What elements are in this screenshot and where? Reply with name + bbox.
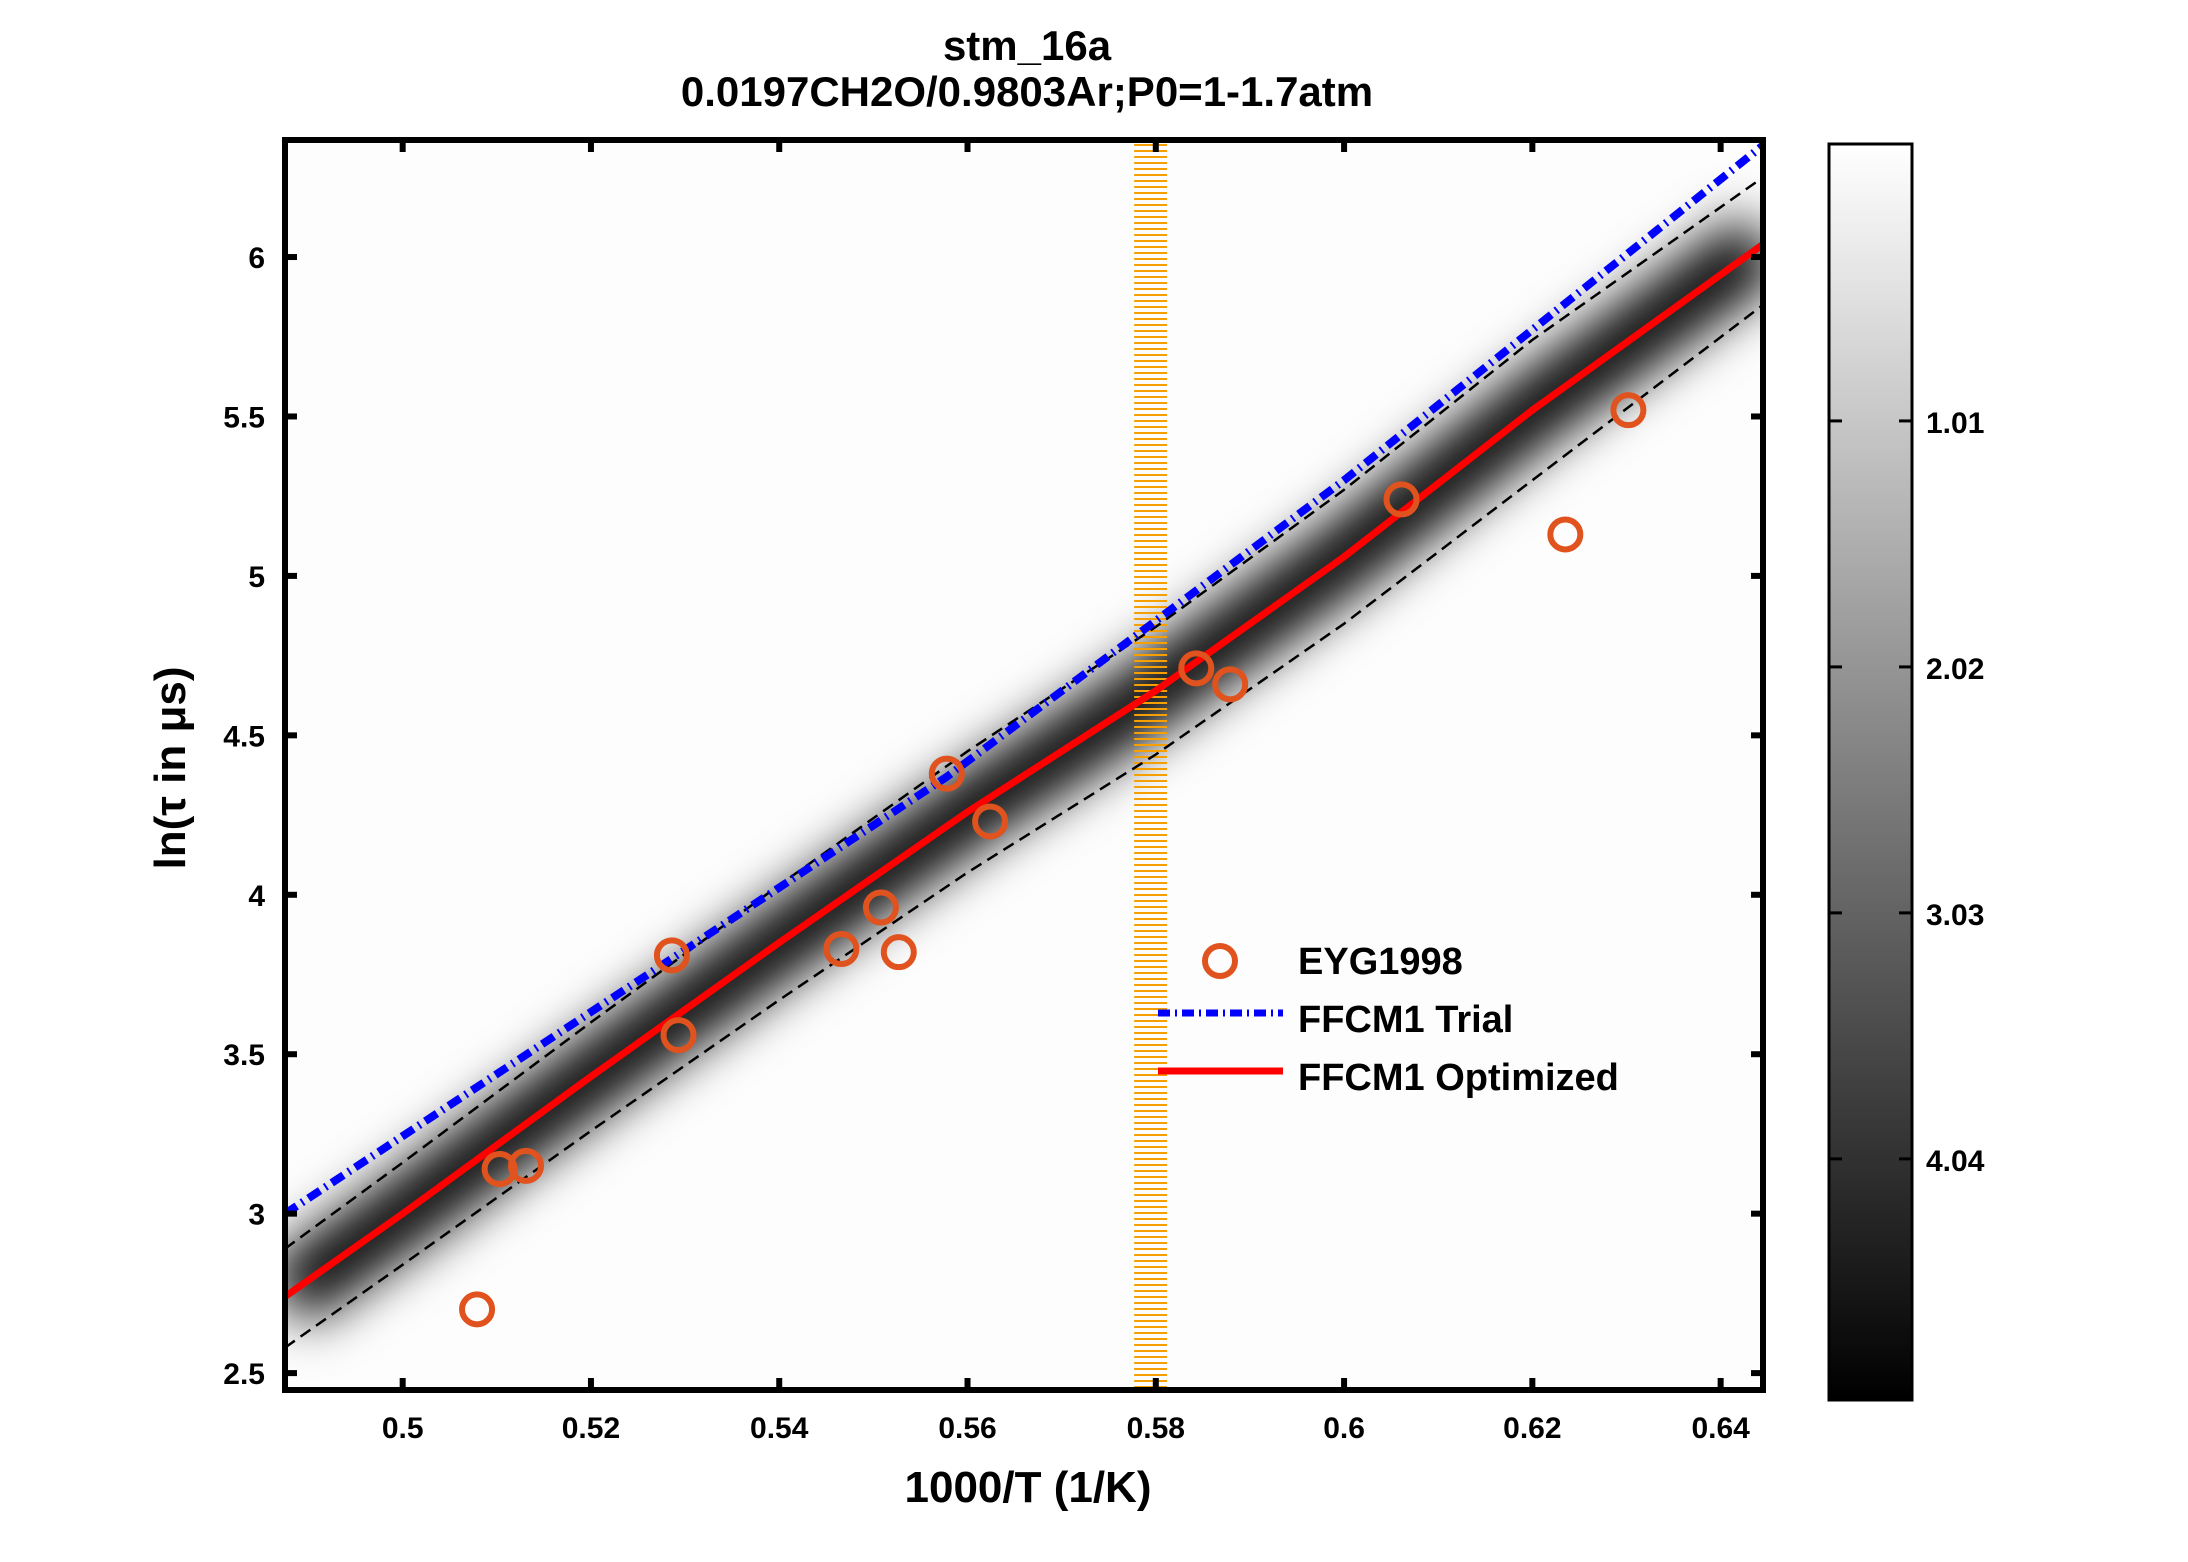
data-point [972,803,1009,840]
chart-subtitle: 0.0197CH2O/0.9803Ar;P0=1-1.7atm [681,68,1373,115]
lower-bound-line [285,303,1763,1349]
x-tick-label: 0.62 [1503,1412,1561,1445]
colorbar-tick-label: 4.04 [1926,1145,1985,1178]
ffcm1-trial-line [285,142,1763,1218]
uncertainty-bounds [285,176,1763,1349]
data-point [1178,650,1215,687]
data-point [653,937,690,974]
data-markers [459,392,1647,1328]
legend-label-eyg1998: EYG1998 [1298,941,1463,983]
data-point [459,1291,496,1328]
data-point [1610,392,1647,429]
data-point [507,1147,544,1184]
chart-title: stm_16a [943,22,1112,69]
legend-label-trial: FFCM1 Trial [1298,999,1513,1041]
data-point [660,1017,697,1054]
colorbar-gradient [1827,142,1914,1402]
upper-bound-line [285,176,1763,1250]
y-tick-label: 4.5 [223,720,265,753]
data-point [1212,666,1249,703]
data-point [1547,516,1584,553]
y-tick-label: 6 [248,242,265,275]
data-point [928,755,965,792]
x-tick-label: 0.5 [382,1412,424,1445]
y-tick-label: 2.5 [223,1358,265,1391]
x-tick-label: 0.58 [1127,1412,1185,1445]
axes-frame [282,137,1766,1393]
data-point [823,930,860,967]
legend-marker-eyg1998 [1202,943,1238,979]
x-axis: 0.5 0.52 0.54 0.56 0.58 0.6 0.62 0.64 [382,140,1750,1445]
y-tick-label: 3 [248,1199,265,1232]
x-tick-label: 0.64 [1691,1412,1750,1445]
colorbar-tick-label: 2.02 [1926,653,1984,686]
y-tick-label: 3.5 [223,1039,265,1072]
y-axis: 2.5 3 3.5 4 4.5 5 5.5 6 [223,242,1763,1391]
colorbar: 1.01 2.02 3.03 4.04 [1827,142,1985,1402]
x-tick-label: 0.56 [938,1412,996,1445]
data-point [1383,481,1420,518]
data-point [862,889,899,926]
y-tick-label: 5 [248,561,265,594]
ffcm1-optimized-line [285,241,1763,1300]
legend-label-optimized: FFCM1 Optimized [1298,1057,1619,1099]
y-tick-label: 4 [248,880,265,913]
x-tick-label: 0.52 [562,1412,620,1445]
legend: EYG1998 FFCM1 Trial FFCM1 Optimized [1158,941,1619,1099]
data-point [481,1151,518,1188]
y-tick-label: 5.5 [223,401,265,434]
colorbar-tick-label: 1.01 [1926,407,1984,440]
y-axis-label: ln(τ in μs) [146,667,195,870]
colorbar-ticks: 1.01 2.02 3.03 4.04 [1829,407,1985,1178]
colorbar-tick-label: 3.03 [1926,899,1984,932]
series-lines [285,142,1763,1300]
x-tick-label: 0.6 [1323,1412,1365,1445]
x-tick-label: 0.54 [750,1412,809,1445]
x-axis-label: 1000/T (1/K) [905,1463,1152,1512]
data-point [880,934,917,971]
plot-area [285,140,1763,1390]
